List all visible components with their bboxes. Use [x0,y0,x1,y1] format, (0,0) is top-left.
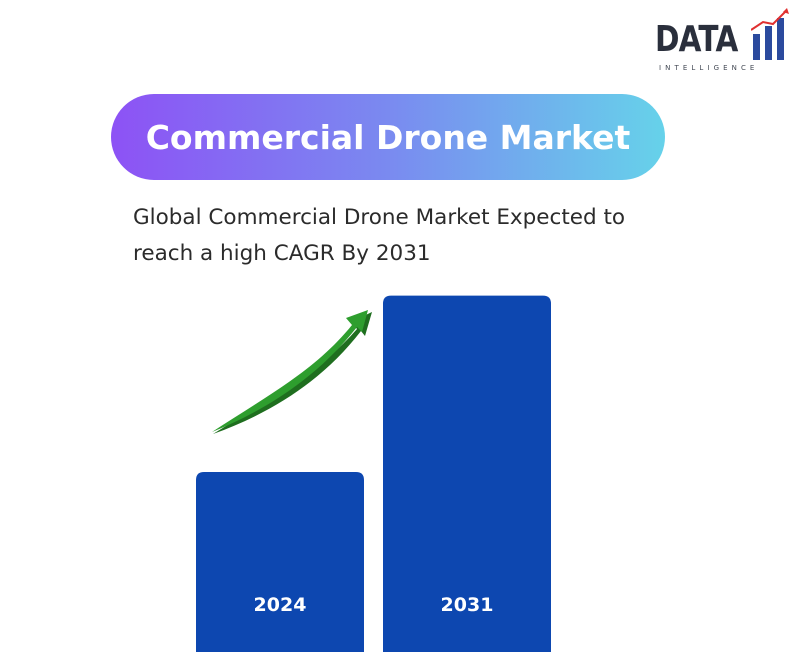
logo-wordmark: DATA [655,19,738,60]
logo-bars-icon [751,8,789,60]
bar-2024 [196,472,364,652]
title-banner: Commercial Drone Market [111,94,665,180]
logo-tagline: INTELLIGENCE [659,64,759,72]
page-title: Commercial Drone Market [145,117,631,157]
brand-logo: DATA INTELLIGENCE [655,8,795,74]
bar-label-2031: 2031 [441,594,494,616]
subtitle-line-2: reach a high CAGR By 2031 [133,241,431,266]
bar-label-2024: 2024 [254,594,307,616]
bars-layer: 2024 2031 [196,295,551,652]
subtitle-line-1: Global Commercial Drone Market Expected … [133,205,626,230]
bar-2031 [383,295,551,652]
trend-up-arrow-icon [212,310,372,434]
subtitle: Global Commercial Drone Market Expected … [133,200,753,272]
